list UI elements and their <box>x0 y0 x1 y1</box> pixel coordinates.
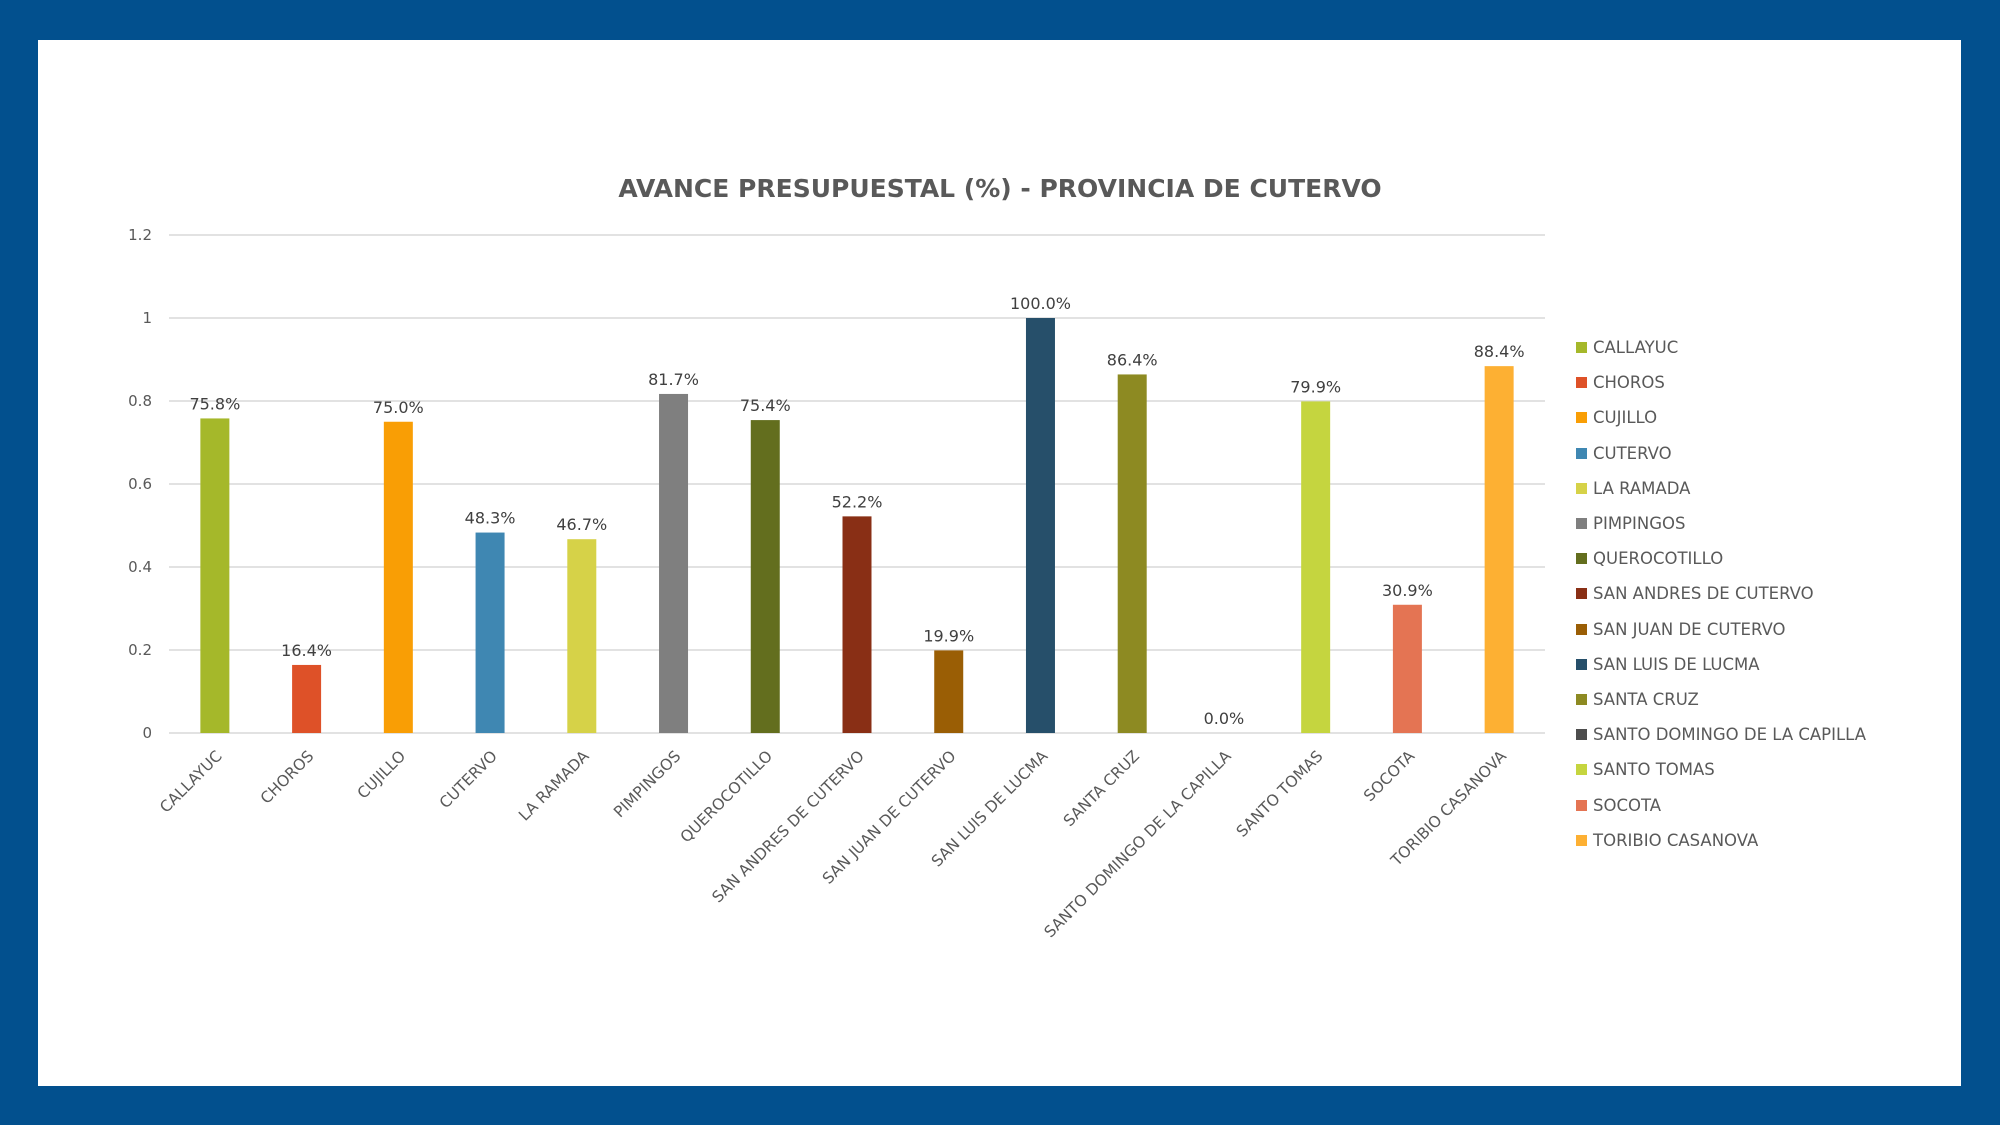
legend-item: CHOROS <box>1576 365 1866 400</box>
legend-item: CUTERVO <box>1576 436 1866 471</box>
data-label: 79.9% <box>1290 377 1341 396</box>
legend-swatch <box>1576 623 1587 635</box>
bar <box>1484 366 1514 733</box>
data-label: 16.4% <box>281 641 332 660</box>
legend-item: SAN LUIS DE LUCMA <box>1576 647 1866 682</box>
bar <box>292 664 322 733</box>
y-tick-label: 1.2 <box>128 226 152 244</box>
x-tick-label: LA RAMADA <box>515 747 593 825</box>
legend-swatch <box>1576 412 1587 424</box>
legend-swatch <box>1576 377 1587 389</box>
legend-label: CUJILLO <box>1593 408 1658 428</box>
y-tick-label: 1 <box>142 309 152 327</box>
x-tick-label: CUTERVO <box>436 747 501 812</box>
legend-item: TORIBIO CASANOVA <box>1576 823 1866 858</box>
legend-item: LA RAMADA <box>1576 471 1866 506</box>
data-label: 30.9% <box>1382 581 1433 600</box>
y-tick-label: 0 <box>142 724 152 742</box>
data-label: 86.4% <box>1107 350 1158 369</box>
x-tick-label: SANTO DOMINGO DE LA CAPILLA <box>1041 747 1235 941</box>
legend-item: PIMPINGOS <box>1576 506 1866 541</box>
legend-swatch <box>1576 482 1587 494</box>
bar <box>842 516 872 733</box>
bar <box>475 532 505 733</box>
legend-item: SAN JUAN DE CUTERVO <box>1576 612 1866 647</box>
legend-label: SAN LUIS DE LUCMA <box>1593 654 1760 674</box>
legend-label: PIMPINGOS <box>1593 514 1686 534</box>
bar <box>750 420 780 733</box>
data-label: 48.3% <box>465 509 516 528</box>
data-label: 81.7% <box>648 370 699 389</box>
bar <box>567 539 597 733</box>
legend-label: SANTO TOMAS <box>1593 760 1715 780</box>
chart-title: AVANCE PRESUPUESTAL (%) - PROVINCIA DE C… <box>618 174 1382 203</box>
legend-item: CALLAYUC <box>1576 330 1866 365</box>
legend-item: SANTO DOMINGO DE LA CAPILLA <box>1576 717 1866 752</box>
x-tick-label: SANTO TOMAS <box>1233 747 1327 841</box>
x-tick-label: CUJILLO <box>354 747 409 802</box>
data-label: 19.9% <box>923 626 974 645</box>
x-tick-label: QUEROCOTILLO <box>677 747 776 846</box>
bar <box>200 418 230 733</box>
legend-swatch <box>1576 553 1587 565</box>
slide-background <box>38 40 1961 1086</box>
legend-swatch <box>1576 342 1587 354</box>
legend-label: CALLAYUC <box>1593 338 1679 358</box>
bar <box>1301 401 1331 733</box>
legend-item: SANTA CRUZ <box>1576 682 1866 717</box>
data-label: 100.0% <box>1010 294 1071 313</box>
legend-item: CUJILLO <box>1576 400 1866 435</box>
legend-swatch <box>1576 588 1587 600</box>
data-label: 75.8% <box>189 394 240 413</box>
legend-item: SAN ANDRES DE CUTERVO <box>1576 576 1866 611</box>
x-tick-label: SOCOTA <box>1360 747 1418 805</box>
legend-swatch <box>1576 764 1587 776</box>
bar <box>934 650 964 733</box>
chart-legend: CALLAYUC CHOROS CUJILLO CUTERVO LA RAMADA PIM… <box>1576 330 1866 858</box>
legend-label: CUTERVO <box>1593 443 1672 463</box>
data-label: 75.0% <box>373 398 424 417</box>
bar <box>383 421 413 733</box>
y-tick-label: 0.2 <box>128 641 152 659</box>
legend-item: QUEROCOTILLO <box>1576 541 1866 576</box>
legend-label: LA RAMADA <box>1593 478 1691 498</box>
y-tick-label: 0.8 <box>128 392 152 410</box>
bar <box>659 393 689 733</box>
x-tick-label: CHOROS <box>257 747 317 807</box>
data-label: 75.4% <box>740 396 791 415</box>
legend-swatch <box>1576 834 1587 846</box>
legend-swatch <box>1576 518 1587 530</box>
x-tick-label: SAN ANDRES DE CUTERVO <box>709 747 868 906</box>
data-label: 88.4% <box>1474 342 1525 361</box>
legend-label: SANTO DOMINGO DE LA CAPILLA <box>1593 725 1867 745</box>
x-tick-label: CALLAYUC <box>156 747 225 816</box>
bar <box>1117 374 1147 733</box>
legend-swatch <box>1576 799 1587 811</box>
x-tick-label: PIMPINGOS <box>610 747 684 821</box>
legend-label: TORIBIO CASANOVA <box>1593 830 1759 850</box>
legend-swatch <box>1576 693 1587 705</box>
legend-swatch <box>1576 658 1587 670</box>
legend-label: SAN JUAN DE CUTERVO <box>1593 619 1786 639</box>
data-label: 52.2% <box>832 492 883 511</box>
legend-label: QUEROCOTILLO <box>1593 549 1724 569</box>
legend-label: CHOROS <box>1593 373 1665 393</box>
legend-label: SANTA CRUZ <box>1593 689 1699 709</box>
legend-label: SAN ANDRES DE CUTERVO <box>1593 584 1814 604</box>
data-label: 0.0% <box>1204 709 1245 728</box>
legend-label: SOCOTA <box>1593 795 1662 815</box>
bar <box>1025 318 1055 733</box>
y-tick-label: 0.6 <box>128 475 152 493</box>
legend-item: SOCOTA <box>1576 787 1866 822</box>
x-tick-label: SANTA CRUZ <box>1060 747 1143 830</box>
bar <box>1392 604 1422 733</box>
legend-item: SANTO TOMAS <box>1576 752 1866 787</box>
legend-swatch <box>1576 447 1587 459</box>
legend-swatch <box>1576 729 1587 741</box>
y-tick-label: 0.4 <box>128 558 152 576</box>
data-label: 46.7% <box>556 515 607 534</box>
